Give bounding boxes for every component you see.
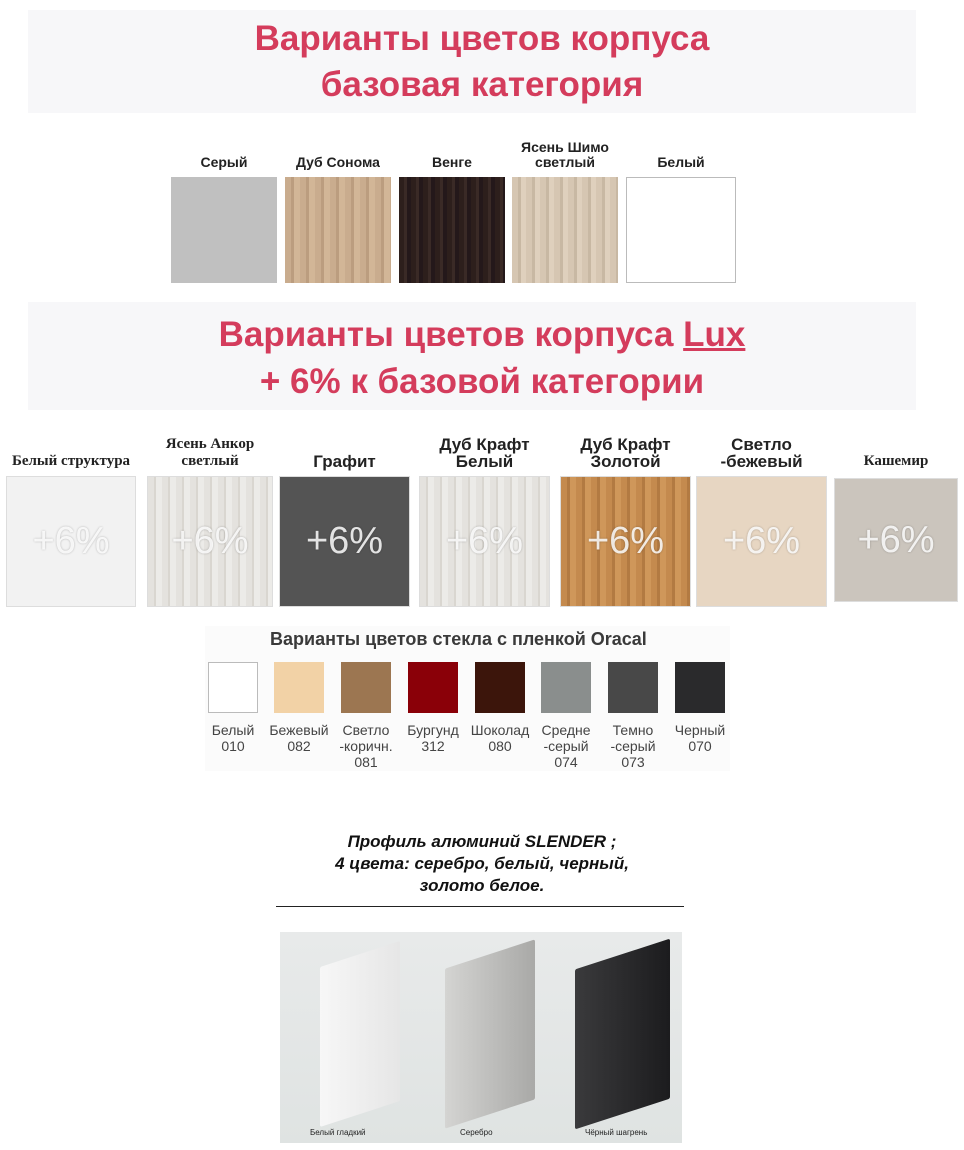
glass-color-swatch xyxy=(274,662,324,713)
glass-color-label: Белый 010 xyxy=(198,722,268,754)
swatch-label: Ясень Анкор светлый xyxy=(165,436,255,469)
glass-color-name: Белый xyxy=(211,722,255,738)
glass-color-swatch xyxy=(475,662,525,713)
glass-color-label: Бургунд 312 xyxy=(398,722,468,754)
profile-white xyxy=(320,941,400,1127)
glass-color-swatch xyxy=(608,662,658,713)
lux-title-line1: Варианты цветов корпуса Lux xyxy=(0,312,964,358)
color-swatch xyxy=(285,177,391,283)
caption-silver: Серебро xyxy=(460,1128,493,1137)
lux-title-line2: + 6% к базовой категории xyxy=(259,362,705,401)
glass-color-code: 312 xyxy=(421,738,445,754)
color-swatch: +6% xyxy=(696,476,827,607)
glass-color-swatch xyxy=(408,662,458,713)
swatch-label: Графит xyxy=(313,452,376,471)
swatch-label: Венге xyxy=(432,154,472,170)
swatch-label: Дуб Крафт Золотой xyxy=(580,435,671,471)
glass-color-name: Черный xyxy=(674,722,726,738)
divider xyxy=(276,906,684,907)
profile-line3: золото белое. xyxy=(419,876,545,895)
profile-photo: Белый гладкий Серебро Чёрный шагрень xyxy=(280,932,682,1143)
caption-black: Чёрный шагрень xyxy=(585,1128,648,1137)
glass-color-name: Бежевый xyxy=(269,722,329,738)
surcharge-label: +6% xyxy=(171,520,249,562)
swatch-label: Кашемир xyxy=(863,453,929,469)
glass-color-name: Бургунд xyxy=(407,722,459,738)
glass-color-swatch xyxy=(208,662,258,713)
color-swatch xyxy=(626,177,736,283)
profile-line1: Профиль алюминий SLENDER ; xyxy=(347,832,617,851)
color-swatch: +6% xyxy=(419,476,550,607)
lux-title-band xyxy=(28,302,916,410)
color-swatch: +6% xyxy=(279,476,410,607)
caption-white: Белый гладкий xyxy=(310,1128,366,1137)
color-swatch xyxy=(512,177,618,283)
profile-black xyxy=(575,938,670,1130)
swatch-label: Белый xyxy=(657,154,705,170)
glass-color-name: Светло -коричн. xyxy=(339,722,393,754)
surcharge-label: +6% xyxy=(32,520,110,562)
surcharge-label: +6% xyxy=(305,520,384,562)
glass-color-label: Шоколад 080 xyxy=(465,722,535,754)
base-title-band xyxy=(28,10,916,113)
profile-silver xyxy=(445,939,535,1129)
glass-color-label: Средне -серый 074 xyxy=(531,722,601,770)
glass-color-name: Шоколад xyxy=(470,722,530,738)
glass-color-code: 080 xyxy=(488,738,512,754)
color-swatch: +6% xyxy=(6,476,136,607)
glass-color-code: 073 xyxy=(621,754,645,770)
glass-color-code: 074 xyxy=(554,754,578,770)
color-swatch: +6% xyxy=(560,476,691,607)
surcharge-label: +6% xyxy=(586,520,665,562)
color-swatch xyxy=(399,177,505,283)
oracal-title: Варианты цветов стекла с пленкой Oracal xyxy=(270,629,647,649)
profile-description: Профиль алюминий SLENDER ; 4 цвета: сере… xyxy=(0,831,964,897)
glass-color-code: 081 xyxy=(354,754,378,770)
glass-color-name: Средне -серый xyxy=(541,722,591,754)
swatch-label: Белый структура xyxy=(11,453,131,469)
glass-color-code: 082 xyxy=(287,738,311,754)
glass-color-label: Бежевый 082 xyxy=(264,722,334,754)
swatch-label: Серый xyxy=(200,154,248,170)
swatch-label: Ясень Шимо светлый xyxy=(521,139,609,170)
glass-color-label: Темно -серый 073 xyxy=(598,722,668,770)
lux-title-lux: Lux xyxy=(683,315,746,354)
base-title-line1: Варианты цветов корпуса xyxy=(254,19,710,58)
profile-line2: 4 цвета: серебро, белый, черный, xyxy=(335,854,629,873)
surcharge-label: +6% xyxy=(722,520,801,562)
glass-color-swatch xyxy=(675,662,725,713)
glass-color-swatch xyxy=(341,662,391,713)
glass-color-code: 010 xyxy=(221,738,245,754)
swatch-label: Дуб Крафт Белый xyxy=(439,435,530,471)
color-swatch: +6% xyxy=(834,478,958,602)
glass-color-code: 070 xyxy=(688,738,712,754)
lux-title-prefix: Варианты цветов корпуса xyxy=(218,315,684,354)
swatch-label: Дуб Сонома xyxy=(296,154,380,170)
color-swatch: +6% xyxy=(147,476,273,607)
glass-color-label: Светло -коричн. 081 xyxy=(331,722,401,770)
glass-color-label: Черный 070 xyxy=(665,722,735,754)
base-title-line2: базовая категория xyxy=(320,65,644,104)
color-swatch xyxy=(171,177,277,283)
glass-color-name: Темно -серый xyxy=(610,722,656,754)
glass-color-swatch xyxy=(541,662,591,713)
surcharge-label: +6% xyxy=(445,520,524,562)
surcharge-label: +6% xyxy=(857,518,935,561)
swatch-label: Светло -бежевый xyxy=(720,435,803,471)
